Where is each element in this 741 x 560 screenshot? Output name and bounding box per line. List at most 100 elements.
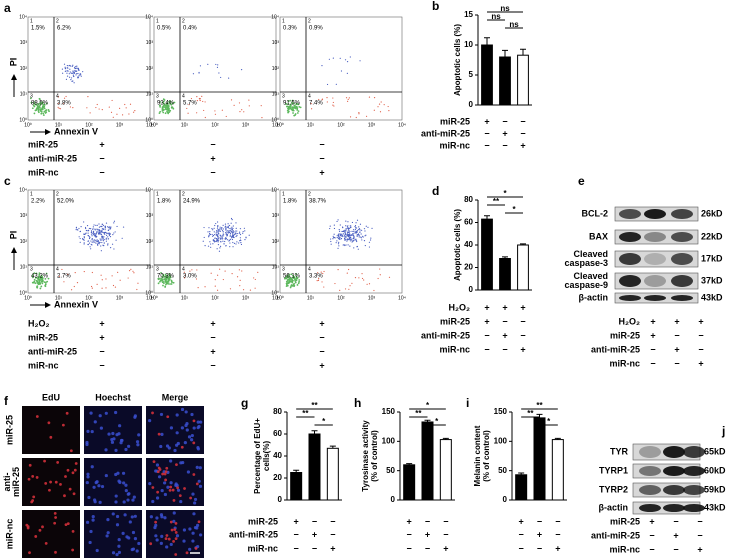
quadrant-id: 3 <box>156 266 159 272</box>
y-tick-label: 10⁴ <box>19 187 27 193</box>
dot <box>332 97 334 99</box>
nucleus <box>173 448 177 453</box>
nucleus <box>114 494 118 498</box>
dot <box>98 232 100 234</box>
dot <box>311 108 313 110</box>
dot <box>38 276 41 278</box>
dot <box>343 237 346 240</box>
nucleus <box>122 500 126 504</box>
dot <box>285 280 288 283</box>
edu-nucleus <box>151 411 154 415</box>
y-axis-label: Apoptotic cells (%) <box>453 24 462 96</box>
dot <box>69 106 72 108</box>
dot <box>42 112 45 115</box>
dot <box>31 274 34 277</box>
dot <box>231 229 233 231</box>
dot <box>326 83 329 86</box>
quadrant-percent: 1.5% <box>31 26 45 32</box>
dot <box>40 280 43 283</box>
dot <box>162 273 164 276</box>
dot <box>101 238 103 240</box>
edu-nucleus <box>175 463 178 467</box>
nucleus <box>186 470 191 474</box>
dot <box>330 240 332 243</box>
dot <box>235 227 237 229</box>
dot <box>347 244 349 246</box>
dot <box>380 101 382 103</box>
dot <box>63 63 66 65</box>
dot <box>215 222 217 225</box>
dot <box>98 241 100 243</box>
nucleus <box>157 475 162 479</box>
condition-sign: + <box>520 344 525 354</box>
condition-sign: − <box>312 516 317 526</box>
error-bar <box>518 472 525 475</box>
nucleus <box>198 466 202 470</box>
bar <box>290 472 303 501</box>
significance-label: ns <box>500 4 510 13</box>
nucleus <box>122 481 126 485</box>
dot <box>346 60 349 63</box>
dot <box>104 233 106 235</box>
dot <box>75 226 78 228</box>
dot <box>218 237 220 239</box>
blot-band <box>619 295 641 301</box>
edu-nucleus <box>53 521 57 525</box>
edu-nucleus <box>163 472 167 476</box>
quadrant-id: 3 <box>282 93 285 99</box>
dot <box>209 231 211 233</box>
dot <box>294 107 297 109</box>
significance-label: ** <box>527 409 534 418</box>
dot <box>231 226 233 228</box>
dot <box>127 277 129 279</box>
dot <box>342 230 344 233</box>
y-tick-label: 10² <box>146 66 154 72</box>
dot <box>69 71 71 73</box>
x-tick-label: 10² <box>85 295 93 301</box>
dot <box>83 239 85 241</box>
edu-nucleus <box>161 472 165 476</box>
bar <box>499 56 511 106</box>
dot <box>227 230 229 232</box>
quadrant-percent: 93.4% <box>157 101 175 107</box>
dot <box>104 226 107 228</box>
dot <box>87 232 89 234</box>
dot <box>170 283 173 285</box>
dot <box>88 237 91 240</box>
edu-nucleus <box>197 520 201 524</box>
dot <box>363 228 366 230</box>
y-axis-label: PI <box>8 58 18 67</box>
dot <box>40 285 43 288</box>
blot-label: TYRP2 <box>599 484 628 494</box>
y-tick-label: 10² <box>272 239 280 245</box>
dot <box>229 242 231 244</box>
dot <box>87 240 90 242</box>
dot <box>57 106 59 108</box>
dot <box>77 68 79 70</box>
nucleus <box>126 498 130 502</box>
dot <box>207 245 210 247</box>
dot <box>58 107 60 109</box>
edu-nucleus <box>44 541 48 545</box>
y-tick-label: 10³ <box>146 40 154 46</box>
dot <box>236 235 238 237</box>
dot <box>358 228 361 230</box>
condition-sign: + <box>650 316 655 326</box>
dot <box>343 244 345 246</box>
nucleus <box>114 448 118 452</box>
dot <box>347 232 349 234</box>
dot <box>104 227 106 229</box>
dot <box>344 239 346 241</box>
dot <box>241 270 243 272</box>
dot <box>254 287 256 289</box>
edu-nucleus <box>164 470 168 474</box>
dot <box>103 232 105 234</box>
dot <box>243 227 245 229</box>
condition-sign: − <box>519 543 524 553</box>
dot <box>34 282 37 285</box>
dot <box>96 243 99 245</box>
dot <box>321 64 323 67</box>
dot <box>355 239 357 241</box>
dot <box>217 274 219 276</box>
edu-nucleus <box>69 449 73 453</box>
